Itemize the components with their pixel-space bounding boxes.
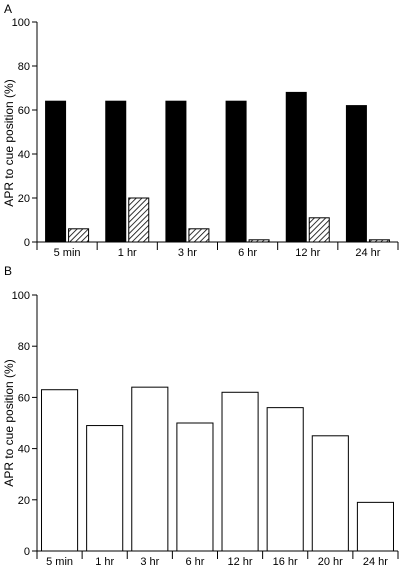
panel-a-y-ticks: 0 20 40 60 80 100	[12, 17, 37, 249]
y-tick-label: 0	[24, 546, 30, 558]
category-label: 6 hr	[238, 247, 257, 259]
bar-solid-3	[225, 100, 247, 243]
category-label: 12 hr	[295, 247, 320, 259]
category-label: 5 min	[46, 556, 73, 568]
y-tick-label: 80	[18, 341, 30, 353]
category-label: 24 hr	[355, 247, 380, 259]
panel-a-y-axis-title: APR to cue position (%)	[2, 79, 16, 206]
bar-open-7	[356, 501, 394, 552]
y-tick-label: 20	[18, 193, 30, 205]
category-label: 16 hr	[273, 556, 298, 568]
panel-b-axes	[36, 295, 399, 559]
panel-b-y-ticks: 0 20 40 60 80 100	[12, 290, 37, 558]
bar-solid-5	[345, 105, 367, 243]
bar-hatched-0	[68, 228, 90, 243]
bar-open-2	[131, 386, 169, 552]
panel-b-chart: B APR to cue position (%) 0 20 40 60 80 100 5…	[2, 264, 399, 568]
bar-solid-2	[165, 100, 187, 243]
y-tick-label: 20	[18, 495, 30, 507]
bar-hatched-2	[188, 228, 210, 243]
bar-solid-1	[105, 100, 127, 243]
category-label: 20 hr	[318, 556, 343, 568]
category-label: 5 min	[54, 247, 81, 259]
panel-b-bars	[41, 386, 394, 552]
y-tick-label: 40	[18, 444, 30, 456]
panel-a-letter: A	[4, 2, 12, 16]
y-tick-label: 60	[18, 105, 30, 117]
y-tick-label: 80	[18, 61, 30, 73]
bar-open-1	[86, 425, 124, 552]
bar-open-0	[41, 389, 79, 552]
panel-b-y-axis-title: APR to cue position (%)	[2, 359, 16, 486]
panel-b-category-labels: 5 min 1 hr 3 hr 6 hr 12 hr 16 hr 20 hr 24 hr	[46, 556, 388, 568]
category-label: 24 hr	[363, 556, 388, 568]
category-label: 1 hr	[118, 247, 137, 259]
category-label: 3 hr	[178, 247, 197, 259]
panel-a-chart: A APR to cue position (%) 0 20 40 60 80 100 5…	[2, 2, 399, 259]
y-tick-label: 100	[12, 17, 30, 29]
panel-a-category-labels: 5 min 1 hr 3 hr 6 hr 12 hr 24 hr	[54, 247, 381, 259]
bar-open-4	[221, 391, 259, 552]
panel-a-bars	[45, 91, 390, 243]
bar-solid-0	[45, 100, 67, 243]
panel-a-axes	[36, 22, 399, 250]
category-label: 1 hr	[95, 556, 114, 568]
category-label: 6 hr	[185, 556, 204, 568]
y-tick-label: 0	[24, 237, 30, 249]
y-tick-label: 40	[18, 149, 30, 161]
bar-open-5	[266, 407, 304, 552]
y-tick-label: 100	[12, 290, 30, 302]
bar-solid-4	[285, 91, 307, 243]
category-label: 3 hr	[140, 556, 159, 568]
y-tick-label: 60	[18, 392, 30, 404]
bar-hatched-4	[308, 217, 330, 243]
bar-open-6	[311, 435, 349, 552]
panel-b-letter: B	[4, 264, 12, 278]
bar-hatched-1	[128, 197, 150, 243]
bar-open-3	[176, 422, 214, 552]
category-label: 12 hr	[228, 556, 253, 568]
